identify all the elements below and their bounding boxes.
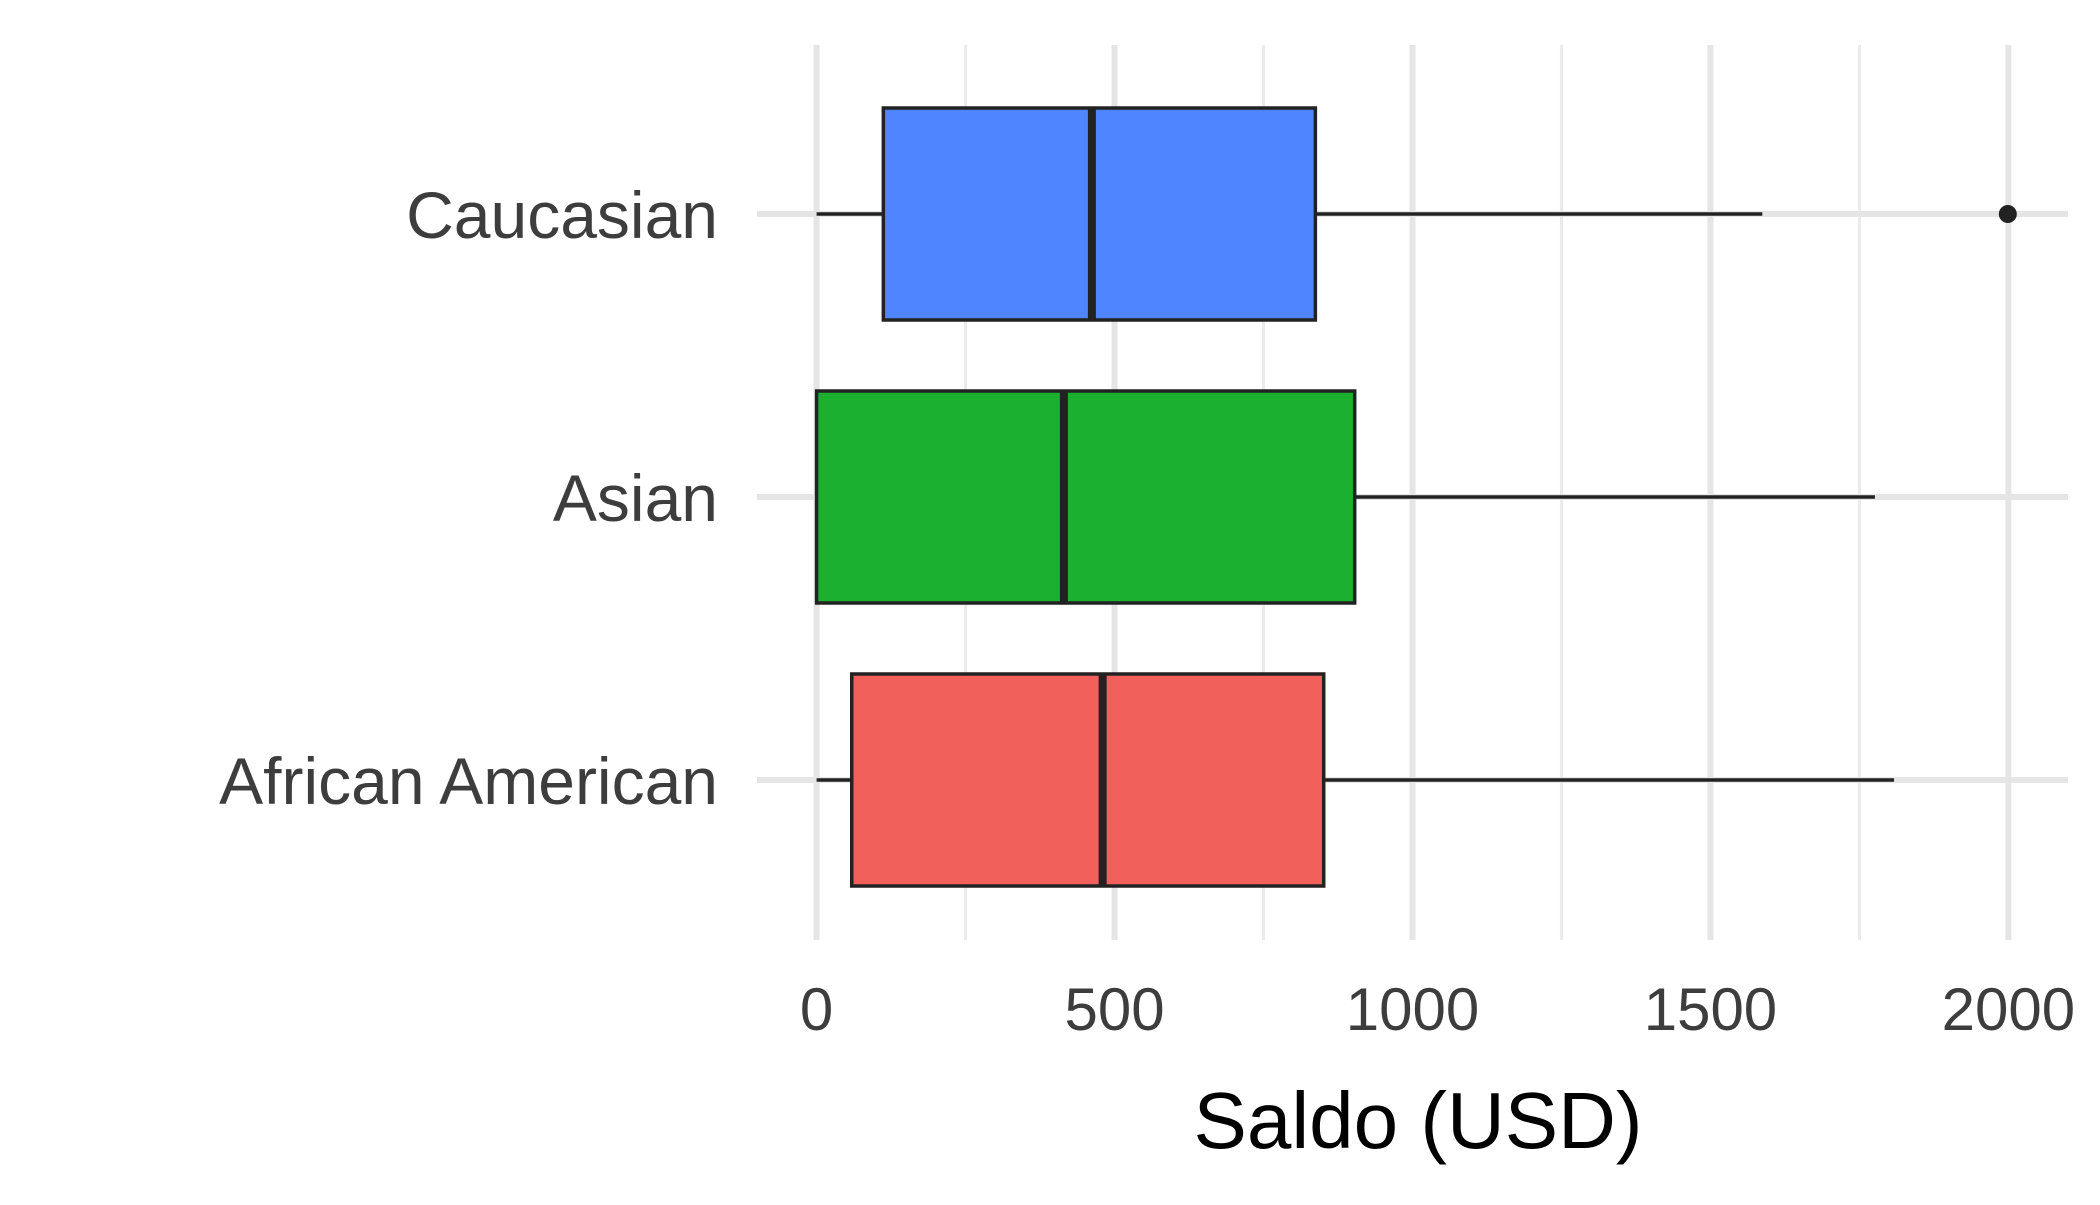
iqr-box bbox=[849, 672, 1326, 888]
label-layer: Caucasian Asian African American 0 500 1000 15… bbox=[219, 178, 2075, 1043]
box-asian bbox=[814, 389, 1875, 605]
box-layer bbox=[814, 106, 2017, 888]
iqr-box bbox=[814, 389, 1357, 605]
box-caucasian bbox=[816, 106, 2017, 322]
box-african-american bbox=[816, 672, 1894, 888]
x-tick-label: 1500 bbox=[1644, 976, 1777, 1043]
iqr-box bbox=[881, 106, 1318, 322]
y-tick-label: Caucasian bbox=[406, 178, 718, 252]
x-tick-label: 1000 bbox=[1346, 976, 1479, 1043]
x-tick-label: 0 bbox=[800, 976, 833, 1043]
y-tick-label: Asian bbox=[553, 461, 718, 535]
y-tick-label: African American bbox=[219, 744, 718, 818]
outlier-point bbox=[1998, 205, 2017, 223]
x-tick-label: 500 bbox=[1064, 976, 1164, 1043]
x-axis-title: Saldo (USD) bbox=[1193, 1076, 1642, 1165]
x-tick-label: 2000 bbox=[1942, 976, 2075, 1043]
